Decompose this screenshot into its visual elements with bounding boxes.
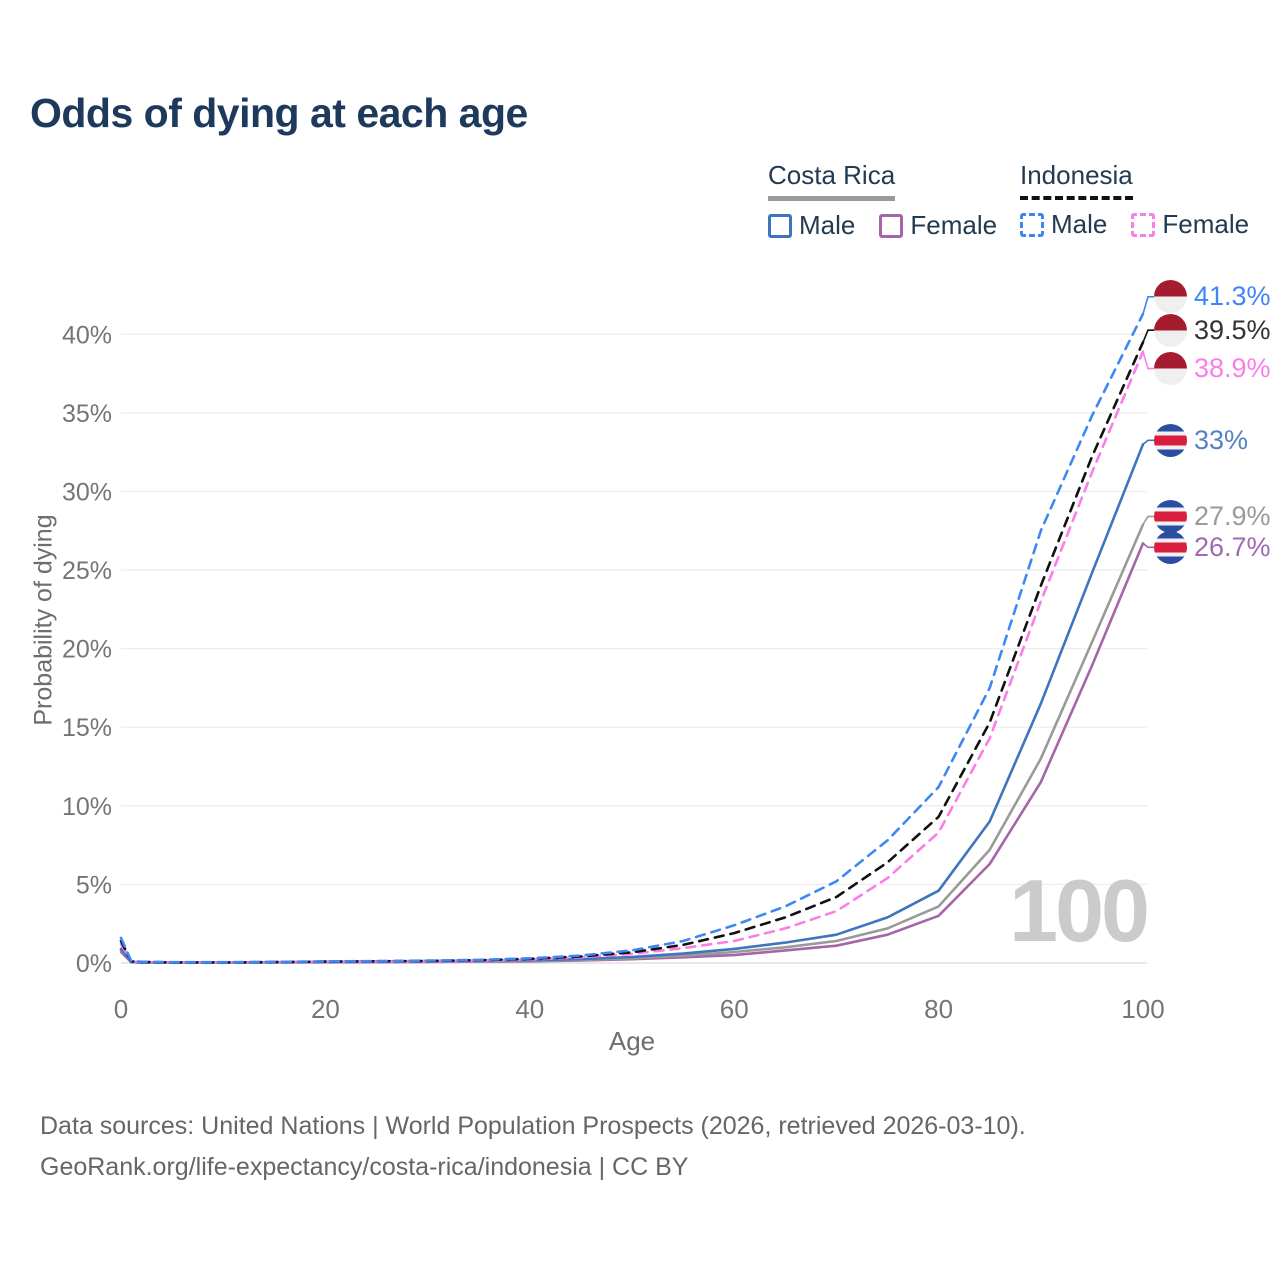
y-tick-label: 15% — [62, 714, 112, 742]
y-tick-label: 40% — [62, 321, 112, 349]
series-line-indonesia-both-sexes — [119, 340, 1145, 964]
footer-source-line: Data sources: United Nations | World Pop… — [40, 1112, 1026, 1140]
series-line-costa-rica-both-sexes — [119, 523, 1145, 965]
age-watermark: 100 — [1009, 861, 1150, 960]
line-style-swatch-icon — [768, 213, 792, 238]
x-tick-label: 80 — [924, 994, 953, 1024]
x-tick-label: 40 — [515, 994, 544, 1024]
series-line-indonesia-female — [119, 350, 1145, 964]
end-label-value: 41.3% — [1194, 281, 1271, 312]
legend-item-label: Male — [799, 210, 856, 240]
y-tick-label: 5% — [76, 871, 112, 899]
legend-item-label: Male — [1051, 209, 1108, 239]
end-label-value: 33% — [1194, 424, 1249, 455]
series-line-costa-rica-female — [119, 541, 1145, 965]
end-label-value: 26.7% — [1194, 531, 1271, 562]
indonesia-flag-icon — [1154, 280, 1187, 314]
legend-item-costa-rica-male[interactable]: Male — [768, 210, 855, 241]
x-axis-title: Age — [608, 1026, 656, 1056]
y-tick-label: 30% — [62, 478, 112, 506]
y-tick-label: 10% — [62, 793, 112, 821]
legend-item-indonesia-male[interactable]: Male — [1020, 209, 1107, 240]
legend-item-label: Female — [1162, 209, 1250, 239]
page-title: Odds of dying at each age — [30, 90, 528, 136]
y-tick-label: 25% — [62, 557, 112, 585]
end-label-costa-rica-both-sexes: 27.9% — [1154, 499, 1271, 533]
x-tick-label: 100 — [1121, 994, 1164, 1024]
legend-group-costa-rica: Costa Rica Male Female — [768, 160, 997, 241]
end-label-value: 38.9% — [1194, 353, 1271, 384]
line-style-swatch-icon — [1131, 212, 1156, 237]
footer-license-line: GeoRank.org/life-expectancy/costa-rica/i… — [40, 1153, 689, 1182]
costa-rica-flag-icon — [1154, 423, 1187, 457]
costa-rica-flag-icon — [1154, 530, 1187, 564]
indonesia-flag-icon — [1154, 313, 1187, 347]
line-style-swatch-icon — [1020, 212, 1044, 237]
legend-title-indonesia: Indonesia — [1020, 160, 1133, 200]
legend-item-label: Female — [910, 210, 998, 240]
costa-rica-flag-icon — [1154, 499, 1187, 533]
y-tick-label: 35% — [62, 400, 112, 428]
end-label-value: 39.5% — [1194, 314, 1271, 345]
end-label-costa-rica-male: 33% — [1154, 423, 1248, 457]
footer: Data sources: United Nations | World Pop… — [40, 1106, 1026, 1189]
end-label-value: 27.9% — [1194, 500, 1271, 531]
end-label-indonesia-female: 38.9% — [1154, 352, 1271, 386]
legend-item-costa-rica-female[interactable]: Female — [879, 210, 997, 241]
indonesia-flag-icon — [1154, 352, 1187, 386]
end-label-indonesia-male: 41.3% — [1154, 280, 1271, 314]
legend-group-indonesia: Indonesia Male Female — [1020, 160, 1249, 240]
y-tick-label: 20% — [62, 636, 112, 664]
series-line-indonesia-male — [119, 312, 1145, 964]
line-style-swatch-icon — [879, 213, 904, 238]
legend-title-costa-rica: Costa Rica — [768, 160, 896, 201]
legend-item-indonesia-female[interactable]: Female — [1131, 209, 1249, 240]
end-label-indonesia-both-sexes: 39.5% — [1154, 313, 1271, 347]
end-label-costa-rica-female: 26.7% — [1154, 530, 1271, 564]
x-tick-label: 60 — [720, 994, 749, 1024]
x-tick-label: 0 — [114, 994, 128, 1024]
y-tick-label: 0% — [76, 950, 112, 978]
x-tick-label: 20 — [311, 994, 340, 1024]
legend: Costa Rica Male Female Indonesia Male — [0, 160, 1280, 250]
y-axis-title: Probability of dying — [29, 514, 58, 726]
